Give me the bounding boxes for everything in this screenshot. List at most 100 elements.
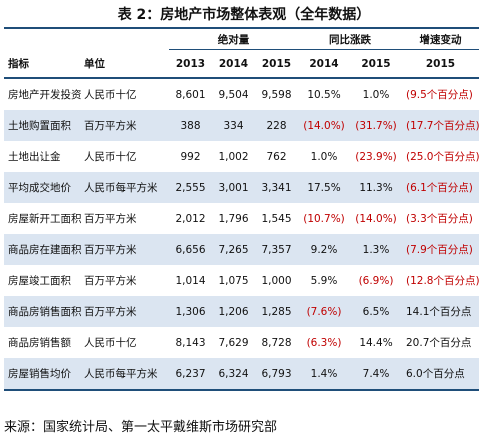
value-cell: 762 — [266, 150, 287, 163]
table-row: 土地出让金 人民币十亿 992 1,002 762 1.0% (23.9%) (25.0个百分… — [4, 141, 479, 172]
value-cell: 7,265 — [212, 234, 255, 265]
unit-cell: 百万平方米 — [84, 275, 137, 287]
table-row: 商品房销售面积 百万平方米 1,306 1,206 1,285 (7.6%) 6.5% 14.… — [4, 296, 479, 327]
value-cell: 6,793 — [255, 358, 298, 391]
yoy-cell: 1.3% — [350, 234, 402, 265]
indicator-cell: 商品房销售面积 — [4, 296, 84, 327]
growth-cell: (7.9个百分点) — [402, 234, 479, 265]
indicator-cell: 商品房销售额 — [8, 337, 71, 349]
unit-cell: 人民币每平方米 — [84, 358, 169, 391]
market-overview-table: 绝对量 同比涨跌 增速变动 指标 单位 2013 2014 2015 2014 … — [4, 27, 479, 391]
yoy-cell: 17.5% — [298, 172, 350, 203]
value-cell: 334 — [212, 110, 255, 141]
indicator-header: 指标 — [4, 49, 84, 79]
value-cell: 3,341 — [255, 172, 298, 203]
value-cell: 8,601 — [175, 88, 206, 101]
growth-cell: (25.0个百分点) — [406, 151, 479, 163]
growth-cell: 14.1个百分点 — [402, 296, 479, 327]
value-cell: 1,002 — [218, 150, 249, 163]
value-cell: 8,728 — [261, 336, 292, 349]
value-cell: 1,545 — [261, 212, 292, 225]
yoy-year-header: 2014 — [298, 49, 350, 79]
indicator-cell: 土地出让金 — [8, 151, 61, 163]
yoy-year-header: 2015 — [350, 49, 402, 79]
table-row: 房屋新开工面积 百万平方米 2,012 1,796 1,545 (10.7%) (14.0%… — [4, 203, 479, 234]
yoy-cell: 10.5% — [307, 88, 341, 101]
yoy-cell: 6.5% — [350, 296, 402, 327]
value-cell: 388 — [169, 110, 212, 141]
yoy-cell: (6.9%) — [358, 274, 394, 287]
group-header-row: 绝对量 同比涨跌 增速变动 — [4, 28, 479, 50]
growth-cell: (12.8个百分点) — [406, 275, 479, 287]
yoy-cell: 7.4% — [350, 358, 402, 391]
abs-year-header: 2013 — [169, 49, 212, 79]
table-row: 房屋销售均价 人民币每平方米 6,237 6,324 6,793 1.4% 7.4% 6.0个… — [4, 358, 479, 391]
unit-cell: 人民币十亿 — [84, 151, 137, 163]
growth-cell: 20.7个百分点 — [406, 337, 472, 349]
source-note: 来源：国家统计局、第一太平戴维斯市场研究部 — [4, 420, 278, 435]
group-growth-header: 增速变动 — [402, 28, 479, 50]
indicator-cell: 商品房在建面积 — [4, 234, 84, 265]
yoy-cell: 1.0% — [310, 150, 338, 163]
indicator-cell: 房屋销售均价 — [4, 358, 84, 391]
yoy-cell: 1.4% — [298, 358, 350, 391]
growth-cell: (9.5个百分点) — [406, 89, 473, 101]
indicator-cell: 房屋竣工面积 — [8, 275, 71, 287]
indicator-cell: 土地购置面积 — [4, 110, 84, 141]
table-row: 商品房销售额 人民币十亿 8,143 7,629 8,728 (6.3%) 14.4% 20.… — [4, 327, 479, 358]
value-cell: 1,075 — [218, 274, 249, 287]
yoy-cell: (6.3%) — [306, 336, 342, 349]
value-cell: 7,629 — [218, 336, 249, 349]
growth-cell: (17.7个百分点) — [402, 110, 479, 141]
group-absolute-header: 绝对量 — [169, 28, 298, 50]
growth-cell: (6.1个百分点) — [402, 172, 479, 203]
table-row: 房地产开发投资 人民币十亿 8,601 9,504 9,598 10.5% 1.0% (9.5… — [4, 78, 479, 110]
table-title: 表 2：房地产市场整体表观（全年数据） — [117, 7, 371, 23]
value-cell: 1,285 — [255, 296, 298, 327]
table-row: 房屋竣工面积 百万平方米 1,014 1,075 1,000 5.9% (6.9%) (12.… — [4, 265, 479, 296]
value-cell: 6,656 — [169, 234, 212, 265]
unit-cell: 百万平方米 — [84, 213, 137, 225]
value-cell: 6,237 — [169, 358, 212, 391]
value-cell: 992 — [180, 150, 201, 163]
value-cell: 9,504 — [218, 88, 249, 101]
value-cell: 2,555 — [169, 172, 212, 203]
value-cell: 9,598 — [261, 88, 292, 101]
growth-cell: 6.0个百分点 — [402, 358, 479, 391]
value-cell: 1,014 — [175, 274, 206, 287]
value-cell: 1,206 — [212, 296, 255, 327]
yoy-cell: (23.9%) — [355, 150, 397, 163]
indicator-cell: 房屋新开工面积 — [8, 213, 82, 225]
unit-cell: 百万平方米 — [84, 234, 169, 265]
abs-year-header: 2014 — [212, 49, 255, 79]
year-header-row: 指标 单位 2013 2014 2015 2014 2015 2015 — [4, 49, 479, 79]
yoy-cell: (10.7%) — [303, 212, 345, 225]
value-cell: 1,796 — [218, 212, 249, 225]
growth-cell: (3.3个百分点) — [406, 213, 473, 225]
yoy-cell: 11.3% — [350, 172, 402, 203]
unit-cell: 百万平方米 — [84, 110, 169, 141]
yoy-cell: 1.0% — [362, 88, 390, 101]
yoy-cell: 9.2% — [298, 234, 350, 265]
indicator-cell: 平均成交地价 — [4, 172, 84, 203]
unit-header: 单位 — [84, 49, 169, 79]
table-row: 商品房在建面积 百万平方米 6,656 7,265 7,357 9.2% 1.3% (7.9个… — [4, 234, 479, 265]
unit-cell: 人民币十亿 — [84, 89, 137, 101]
unit-cell: 人民币每平方米 — [84, 172, 169, 203]
value-cell: 2,012 — [175, 212, 206, 225]
growth-year-header: 2015 — [402, 49, 479, 79]
value-cell: 228 — [255, 110, 298, 141]
value-cell: 8,143 — [175, 336, 206, 349]
table-row: 平均成交地价 人民币每平方米 2,555 3,001 3,341 17.5% 11.3% (6… — [4, 172, 479, 203]
yoy-cell: 5.9% — [310, 274, 338, 287]
yoy-cell: (31.7%) — [350, 110, 402, 141]
yoy-cell: (7.6%) — [298, 296, 350, 327]
yoy-cell: (14.0%) — [298, 110, 350, 141]
value-cell: 6,324 — [212, 358, 255, 391]
value-cell: 1,000 — [261, 274, 292, 287]
abs-year-header: 2015 — [255, 49, 298, 79]
value-cell: 1,306 — [169, 296, 212, 327]
indicator-cell: 房地产开发投资 — [8, 89, 82, 101]
group-yoy-header: 同比涨跌 — [298, 28, 402, 50]
value-cell: 3,001 — [212, 172, 255, 203]
